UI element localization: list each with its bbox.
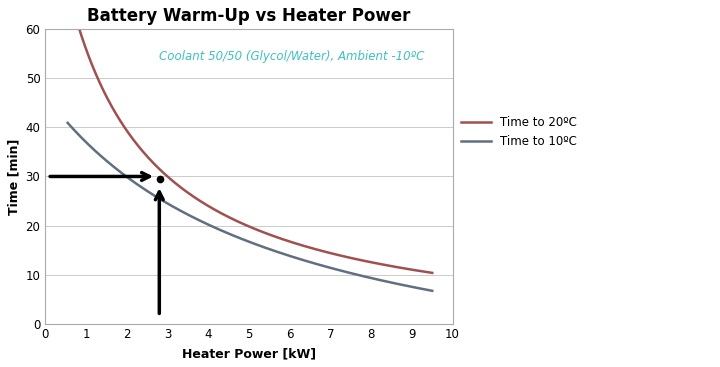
Time to 10ºC bbox=[236, 236, 245, 241]
Time to 20ºC bbox=[261, 231, 269, 235]
Time to 20ºC bbox=[419, 269, 428, 274]
Time to 20ºC bbox=[428, 271, 436, 275]
Time to 10ºC bbox=[261, 246, 269, 250]
Time to 10ºC bbox=[63, 121, 72, 125]
Time to 20ºC bbox=[238, 222, 247, 226]
Line: Time to 10ºC: Time to 10ºC bbox=[68, 123, 432, 291]
Time to 10ºC bbox=[428, 288, 436, 293]
Time to 10ºC bbox=[238, 237, 247, 241]
Title: Battery Warm-Up vs Heater Power: Battery Warm-Up vs Heater Power bbox=[87, 7, 410, 25]
Time to 20ºC bbox=[280, 238, 289, 242]
Legend: Time to 20ºC, Time to 10ºC: Time to 20ºC, Time to 10ºC bbox=[456, 112, 582, 153]
Line: Time to 20ºC: Time to 20ºC bbox=[68, 0, 432, 273]
Text: Coolant 50/50 (Glycol/Water), Ambient -10ºC: Coolant 50/50 (Glycol/Water), Ambient -1… bbox=[159, 50, 425, 63]
Time to 10ºC bbox=[419, 287, 428, 291]
X-axis label: Heater Power [kW]: Heater Power [kW] bbox=[182, 347, 316, 360]
Y-axis label: Time [min]: Time [min] bbox=[7, 138, 20, 215]
Time to 10ºC bbox=[362, 275, 371, 279]
Time to 10ºC bbox=[280, 252, 289, 257]
Time to 20ºC bbox=[236, 221, 245, 225]
Time to 20ºC bbox=[362, 259, 371, 264]
